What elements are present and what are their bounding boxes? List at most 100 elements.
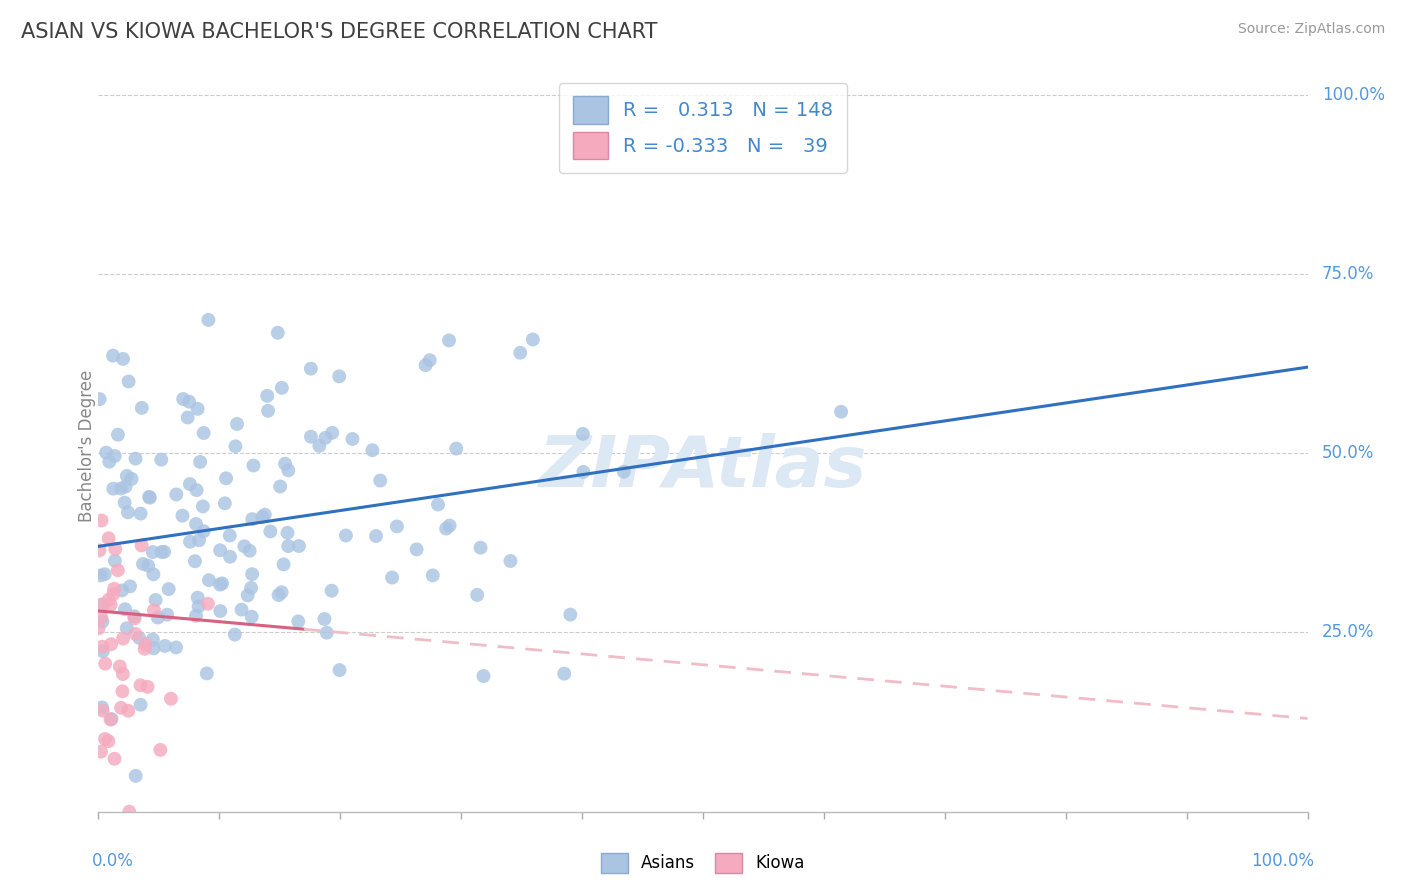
- Point: [572, 426, 595, 441]
- Point: [209, 543, 232, 558]
- Point: [179, 534, 201, 549]
- Point: [419, 353, 441, 368]
- Point: [110, 701, 132, 715]
- Point: [124, 451, 146, 466]
- Point: [177, 394, 200, 409]
- Point: [224, 439, 246, 453]
- Point: [211, 576, 233, 591]
- Point: [121, 472, 143, 486]
- Point: [560, 607, 582, 622]
- Point: [427, 498, 450, 512]
- Point: [499, 554, 522, 568]
- Point: [277, 539, 299, 553]
- Point: [187, 591, 209, 605]
- Point: [218, 528, 240, 542]
- Point: [256, 389, 278, 403]
- Point: [160, 691, 183, 706]
- Point: [104, 541, 127, 556]
- Point: [153, 639, 176, 653]
- Point: [132, 557, 155, 571]
- Text: 50.0%: 50.0%: [1322, 444, 1375, 462]
- Point: [209, 577, 232, 591]
- Point: [146, 610, 169, 624]
- Point: [315, 625, 337, 640]
- Point: [142, 632, 165, 647]
- Point: [124, 609, 146, 624]
- Point: [103, 582, 125, 596]
- Point: [124, 627, 146, 641]
- Point: [224, 627, 246, 641]
- Point: [288, 539, 311, 553]
- Point: [335, 528, 357, 542]
- Point: [187, 599, 209, 614]
- Point: [270, 585, 292, 599]
- Point: [184, 608, 207, 623]
- Point: [165, 640, 187, 655]
- Point: [103, 752, 125, 766]
- Point: [321, 425, 343, 440]
- Point: [142, 545, 165, 559]
- Point: [100, 637, 122, 651]
- Point: [150, 545, 173, 559]
- Point: [522, 333, 544, 347]
- Point: [112, 632, 135, 646]
- Point: [91, 640, 114, 654]
- Point: [104, 449, 127, 463]
- Point: [437, 334, 460, 348]
- Legend: R =   0.313   N = 148, R = -0.333   N =   39: R = 0.313 N = 148, R = -0.333 N = 39: [560, 83, 846, 173]
- Point: [184, 554, 207, 568]
- Point: [328, 369, 350, 384]
- Point: [252, 509, 274, 524]
- Point: [572, 465, 595, 479]
- Point: [613, 465, 636, 479]
- Point: [91, 704, 114, 718]
- Point: [98, 455, 121, 469]
- Point: [100, 598, 122, 612]
- Point: [90, 568, 112, 582]
- Point: [257, 404, 280, 418]
- Point: [117, 505, 139, 519]
- Point: [90, 514, 112, 528]
- Point: [215, 471, 238, 485]
- Point: [107, 427, 129, 442]
- Point: [240, 512, 263, 526]
- Point: [89, 543, 111, 558]
- Point: [465, 588, 488, 602]
- Point: [231, 602, 253, 616]
- Point: [259, 524, 281, 539]
- Text: 25.0%: 25.0%: [1322, 624, 1375, 641]
- Point: [240, 581, 263, 595]
- Point: [191, 500, 214, 514]
- Text: ASIAN VS KIOWA BACHELOR'S DEGREE CORRELATION CHART: ASIAN VS KIOWA BACHELOR'S DEGREE CORRELA…: [21, 22, 658, 42]
- Point: [328, 663, 350, 677]
- Point: [125, 769, 148, 783]
- Point: [184, 516, 207, 531]
- Text: Source: ZipAtlas.com: Source: ZipAtlas.com: [1237, 22, 1385, 37]
- Point: [385, 519, 408, 533]
- Point: [131, 539, 153, 553]
- Point: [165, 487, 187, 501]
- Point: [96, 445, 118, 459]
- Point: [142, 641, 165, 656]
- Point: [118, 579, 141, 593]
- Point: [129, 698, 152, 712]
- Point: [321, 583, 343, 598]
- Point: [172, 508, 194, 523]
- Point: [472, 669, 495, 683]
- Point: [129, 678, 152, 692]
- Point: [415, 358, 437, 372]
- Point: [439, 518, 461, 533]
- Point: [91, 615, 114, 629]
- Point: [267, 326, 290, 340]
- Point: [364, 529, 387, 543]
- Point: [139, 491, 162, 505]
- Point: [287, 615, 309, 629]
- Point: [361, 443, 384, 458]
- Point: [314, 612, 336, 626]
- Point: [114, 602, 136, 616]
- Point: [131, 401, 153, 415]
- Point: [114, 479, 136, 493]
- Point: [197, 597, 219, 611]
- Point: [103, 587, 125, 601]
- Point: [117, 704, 139, 718]
